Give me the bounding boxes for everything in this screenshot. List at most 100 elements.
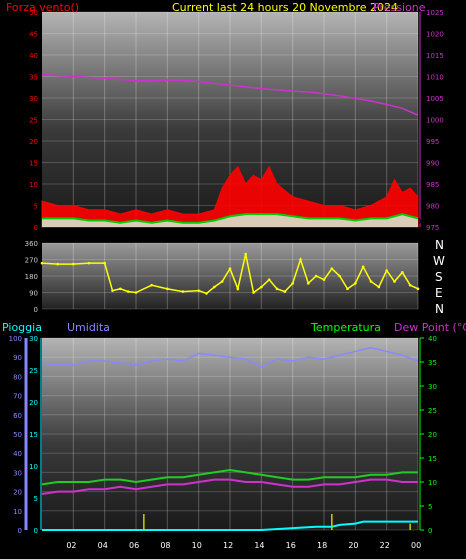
humidity-left-tick-label: 0: [18, 527, 22, 535]
humidity-left-tick-label: 20: [13, 489, 22, 497]
wind-left-tick-label: 5: [34, 203, 38, 211]
humidity-left-tick-label: 80: [13, 373, 22, 381]
pressure-line: [41, 73, 419, 116]
temp-right-tick-label: 10: [428, 479, 437, 487]
pressure-right-tick-label: 1000: [426, 117, 444, 125]
compass-e: E: [435, 286, 443, 300]
dewpoint-line: [41, 478, 418, 495]
pressure-right-tick-label: 1015: [426, 52, 444, 60]
wind-direction-point: [103, 261, 106, 265]
wind-direction-point: [150, 283, 153, 287]
wind-left-tick-label: 30: [29, 95, 38, 103]
wind-left-tick-label: 25: [29, 117, 38, 125]
wind-direction-point: [181, 290, 185, 293]
humidity-axis-title: Umidita: [67, 321, 110, 334]
wind-direction-point: [346, 287, 349, 291]
dir-x-tick-label: 16: [286, 232, 296, 241]
dir-x-tick-label: 22: [380, 232, 390, 241]
th-x-tick-label: 02: [66, 541, 76, 550]
wind-avg-area: [42, 214, 418, 227]
humidity-left-tick-label: 60: [13, 412, 22, 420]
temp-right-tick-label: 15: [428, 455, 437, 463]
th-x-tick-label: 00: [411, 541, 421, 550]
wind-direction-point: [408, 283, 412, 287]
wind-direction-point: [205, 292, 208, 295]
rain-left-tick-label: 30: [29, 335, 38, 343]
wind-direction-point: [228, 267, 232, 270]
rain-left-tick-label: 10: [29, 463, 38, 471]
temp-right-tick-label: 30: [428, 383, 437, 391]
wind-direction-point: [213, 285, 216, 289]
wind-direction-point: [393, 280, 396, 283]
rain-left-tick-label: 20: [29, 399, 38, 407]
compass-n-top: N: [435, 238, 444, 252]
dir-x-tick-label: 20: [348, 232, 358, 241]
wind-direction-point: [220, 280, 224, 283]
wind-direction-point: [330, 267, 334, 270]
wind-direction-point: [252, 291, 255, 294]
pressure-axis-title: Pressione: [373, 1, 426, 14]
dir-x-tick-label: 12: [223, 232, 233, 241]
pressure-right-tick-label: 1020: [426, 31, 444, 39]
wind-direction-point: [267, 278, 271, 281]
wind-direction-point: [166, 287, 169, 291]
th-x-tick-label: 20: [348, 541, 358, 550]
wind-avg-line: [42, 213, 419, 224]
rain-left-tick-label: 5: [34, 495, 38, 503]
th-x-tick-label: 16: [286, 541, 296, 550]
humidity-line: [41, 346, 419, 368]
wind-direction-point: [401, 271, 404, 274]
wind-axis-title: Forza vento(): [6, 1, 79, 14]
dir-left-tick-label: 180: [25, 273, 38, 281]
th-x-tick-label: 04: [98, 541, 108, 550]
wind-left-tick-label: 35: [29, 74, 38, 82]
humidity-left-tick-label: 50: [13, 431, 22, 439]
wind-direction-point: [260, 285, 263, 289]
wind-direction-point: [354, 282, 357, 285]
wind-left-tick-label: 45: [29, 31, 38, 39]
th-x-tick-label: 18: [317, 541, 327, 550]
pressure-right-tick-label: 1005: [426, 95, 444, 103]
pressure-right-tick-label: 975: [426, 224, 439, 232]
wind-direction-point: [377, 285, 381, 289]
wind-left-tick-label: 20: [29, 138, 38, 146]
rain-left-tick-label: 25: [29, 367, 38, 375]
wind-direction-point: [56, 262, 59, 266]
chart-title: Current last 24 hours 20 Novembre 2024: [172, 1, 398, 14]
wind-direction-point: [369, 280, 373, 283]
temp-right-tick-label: 5: [428, 503, 432, 511]
wind-direction-point: [416, 287, 420, 291]
th-x-tick-label: 06: [129, 541, 139, 550]
temp-hum-plot-area: [42, 338, 418, 530]
humidity-left-tick-label: 40: [13, 450, 22, 458]
dir-left-tick-label: 360: [25, 240, 38, 248]
humidity-left-tick-label: 10: [13, 508, 22, 516]
temp-right-tick-label: 40: [428, 335, 437, 343]
wind-left-tick-label: 50: [29, 9, 38, 17]
wind-direction-point: [244, 252, 247, 256]
temp-right-tick-label: 25: [428, 407, 437, 415]
pressure-right-tick-label: 995: [426, 138, 439, 146]
wind-direction-point: [111, 289, 114, 292]
wind-direction-point: [119, 287, 122, 291]
dir-left-tick-label: 90: [29, 290, 38, 298]
humidity-left-tick-label: 100: [9, 335, 22, 343]
wind-left-tick-label: 0: [34, 224, 38, 232]
wind-direction-point: [126, 290, 130, 293]
rain-line: [42, 520, 418, 531]
dir-left-tick-label: 0: [34, 306, 38, 314]
dir-x-tick-label: 18: [317, 232, 327, 241]
th-x-tick-label: 14: [254, 541, 264, 550]
th-x-tick-label: 10: [192, 541, 202, 550]
wind-left-tick-label: 40: [29, 52, 38, 60]
dir-x-tick-label: 04: [98, 232, 108, 241]
dir-x-tick-label: 00: [411, 232, 421, 241]
rain-left-tick-label: 15: [29, 431, 38, 439]
compass-s: S: [435, 270, 443, 284]
compass-n-bottom: N: [435, 302, 444, 316]
wind-direction-point: [361, 265, 365, 269]
wind-direction-point: [134, 291, 138, 294]
wind-direction-point: [236, 287, 240, 291]
